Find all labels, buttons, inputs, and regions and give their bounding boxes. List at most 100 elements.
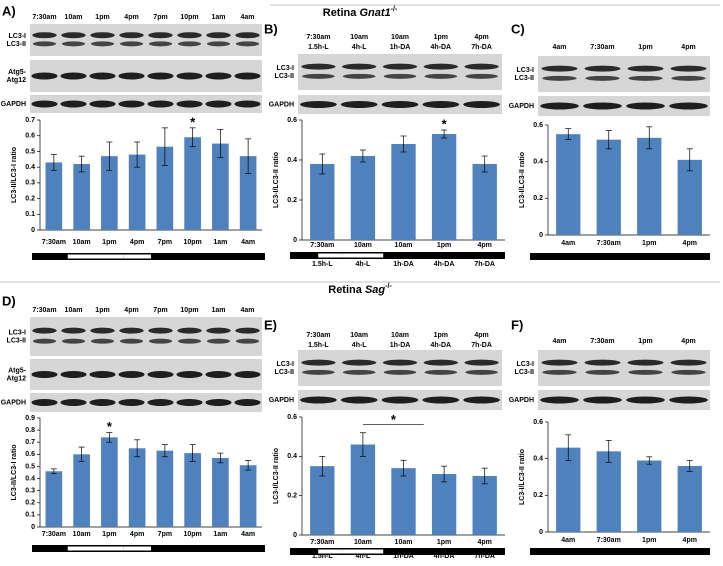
blot-band <box>234 399 261 406</box>
blot-label: LC3-I <box>9 33 27 40</box>
blot-band <box>147 399 174 406</box>
blot-band <box>60 72 87 80</box>
blot-band <box>383 73 417 79</box>
blot-label: LC3-II <box>515 369 535 376</box>
blot-band <box>670 65 707 72</box>
lane-label: 4pm <box>124 307 138 314</box>
lane-label: 1pm <box>638 338 652 345</box>
blot-band <box>206 32 231 39</box>
y-tick-label: 0.7 <box>25 439 35 446</box>
x-tick-label: 4h-L <box>356 553 372 560</box>
blot-band <box>340 101 378 108</box>
lane-label: 1h-DA <box>390 342 411 349</box>
lane-label: 4h-DA <box>430 44 451 51</box>
lane-label: 1pm <box>434 34 448 41</box>
y-tick-label: 0.4 <box>25 475 35 482</box>
blot-band <box>302 369 335 375</box>
blot-band <box>234 371 261 378</box>
blot-band <box>583 102 622 110</box>
blot-label: GAPDH <box>269 101 294 108</box>
blot-label: GAPDH <box>1 399 26 406</box>
blot-band <box>234 72 261 80</box>
blot <box>538 350 710 386</box>
blot-band <box>90 41 115 47</box>
blot-band <box>669 102 708 110</box>
x-tick-label: 7:30am <box>597 537 621 544</box>
blot-band <box>235 338 260 344</box>
lane-label: 7:30am <box>32 14 56 21</box>
lane-label: 1am <box>211 14 225 21</box>
blot-band <box>32 32 57 39</box>
y-tick-label: 0.2 <box>287 197 297 204</box>
blot-band <box>584 359 621 366</box>
bar <box>350 444 376 535</box>
x-tick-label: 7:30am <box>310 242 334 249</box>
x-tick-label: 4am <box>241 239 255 246</box>
x-tick-label: 1pm <box>102 531 116 538</box>
light-phase <box>95 546 124 551</box>
bar <box>73 164 90 230</box>
x-tick-label: 10am <box>73 239 91 246</box>
bar <box>637 137 662 235</box>
y-axis-label: LC3-II/LC3-I ratio <box>11 147 18 203</box>
lane-label: 10am <box>65 307 83 314</box>
x-tick-label: 7h-DA <box>474 261 495 268</box>
lane-label: 10pm <box>180 14 198 21</box>
light-phase <box>318 549 343 554</box>
blot-label: GAPDH <box>509 397 534 404</box>
y-tick-label: 0.6 <box>25 451 35 458</box>
blot-label: Atg12 <box>7 77 27 84</box>
blot-band <box>119 32 144 39</box>
panel-letter: D) <box>2 293 16 308</box>
y-tick-label: 0.4 <box>533 159 543 166</box>
y-axis-label: LC3-II/LC3-I ratio <box>11 444 18 500</box>
blot-band <box>60 100 87 108</box>
bar <box>350 156 376 240</box>
bar <box>472 164 497 240</box>
blot-band <box>119 41 144 47</box>
blot-label: Atg5- <box>8 367 27 374</box>
light-phase <box>95 254 124 259</box>
lane-label: 7pm <box>153 14 167 21</box>
significance: * <box>391 412 397 427</box>
lane-label: 4h-DA <box>430 342 451 349</box>
x-tick-label: 4h-DA <box>434 553 455 560</box>
blot-band <box>541 65 578 72</box>
blot-band <box>465 73 498 79</box>
blot-label: LC3-II <box>275 73 295 80</box>
y-tick-label: 0 <box>31 524 35 531</box>
bar <box>556 447 581 532</box>
x-tick-label: 1pm <box>437 242 451 249</box>
dark-phase <box>530 548 710 555</box>
lane-label: 1pm <box>95 14 109 21</box>
bar <box>310 164 335 240</box>
panel: D)7:30am 10am 1pm 4pm 7pm 10pm 1am 4amLC3-ILC3-… <box>1 293 265 552</box>
lane-label: 10am <box>391 34 409 41</box>
lane-label: 1am <box>211 307 225 314</box>
blot-band <box>585 369 620 375</box>
x-tick-label: 1pm <box>642 537 656 544</box>
bar <box>128 448 146 527</box>
lane-label: 4am <box>552 338 566 345</box>
blot-band <box>32 338 57 344</box>
blot-band <box>177 41 202 47</box>
x-tick-label: 10am <box>395 242 413 249</box>
blot-band <box>206 338 231 344</box>
lane-label: 7:30am <box>590 338 614 345</box>
blot-label: LC3-I <box>277 361 295 368</box>
blot-band <box>423 359 458 366</box>
y-tick-label: 0.6 <box>287 414 297 421</box>
light-phase <box>342 253 384 258</box>
blot-band <box>463 101 500 108</box>
blot-label: LC3-II <box>7 41 27 48</box>
blot-band <box>342 73 376 79</box>
blot-band <box>540 396 579 404</box>
blot-band <box>671 369 706 375</box>
bar <box>596 451 621 532</box>
lane-label: 7:30am <box>306 34 330 41</box>
blot-band <box>422 101 460 108</box>
x-tick-label: 4h-L <box>356 261 372 268</box>
y-tick-label: 0 <box>539 529 543 536</box>
blot-band <box>627 65 664 72</box>
bar <box>431 134 457 240</box>
